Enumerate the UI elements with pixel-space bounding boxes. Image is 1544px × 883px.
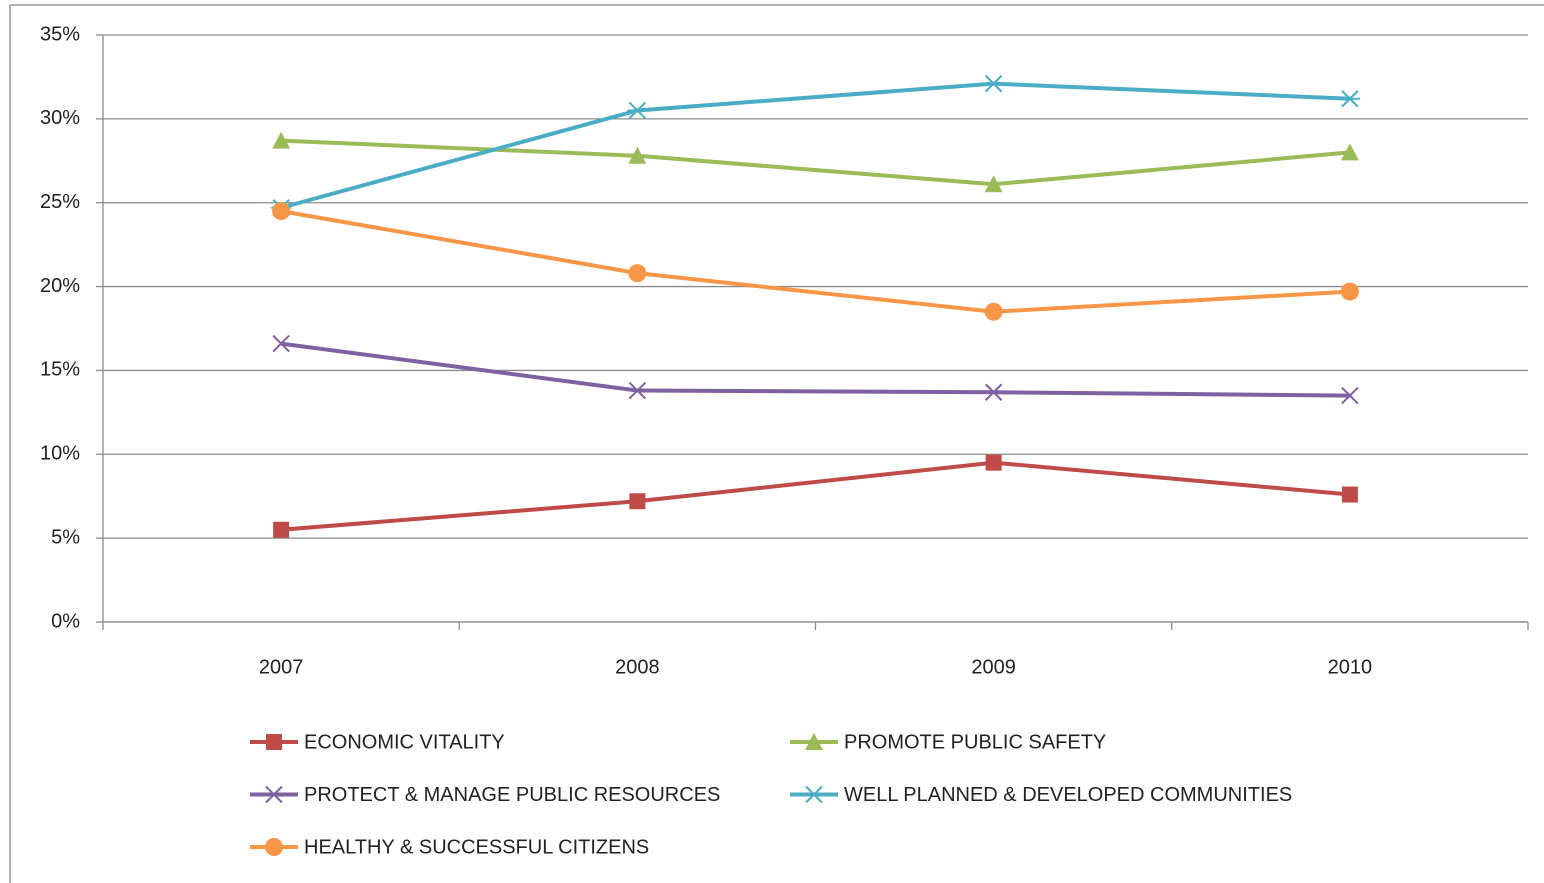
- y-tick-label: 5%: [51, 526, 80, 548]
- data-point: [629, 493, 646, 510]
- data-point: [984, 302, 1003, 321]
- legend-marker: [804, 785, 824, 804]
- data-point: [1341, 386, 1359, 405]
- data-point: [272, 131, 291, 149]
- data-point: [985, 454, 1002, 471]
- y-tick-label: 10%: [40, 443, 80, 465]
- y-tick-label: 35%: [40, 23, 80, 45]
- data-point: [984, 383, 1003, 401]
- series-line: [280, 209, 1350, 314]
- data-point: [272, 202, 291, 221]
- data-point: [1339, 90, 1360, 108]
- data-point: [1340, 282, 1359, 301]
- data-point: [628, 381, 647, 400]
- series-line: [280, 81, 1350, 210]
- data-point: [1340, 143, 1359, 161]
- data-point: [984, 175, 1003, 193]
- data-point: [272, 334, 290, 353]
- series-line: [281, 138, 1351, 187]
- x-tick-label: 2008: [615, 656, 660, 678]
- legend-label: PROMOTE PUBLIC SAFETY: [844, 731, 1106, 753]
- x-tick-label: 2007: [259, 656, 304, 678]
- y-tick-label: 15%: [40, 359, 80, 381]
- legend-marker: [265, 838, 283, 856]
- legend-marker: [266, 734, 282, 750]
- x-tick-label: 2010: [1328, 656, 1373, 678]
- data-point: [628, 146, 647, 164]
- data-point: [273, 521, 290, 538]
- y-tick-label: 0%: [51, 610, 80, 632]
- y-tick-label: 20%: [40, 275, 80, 297]
- legend-label: ECONOMIC VITALITY: [304, 731, 505, 753]
- y-tick-label: 25%: [40, 191, 80, 213]
- series-line: [280, 460, 1351, 532]
- data-point: [983, 74, 1004, 93]
- data-point: [627, 101, 648, 120]
- legend-label: HEALTHY & SUCCESSFUL CITIZENS: [304, 836, 649, 858]
- legend-marker: [805, 733, 823, 750]
- legend-label: PROTECT & MANAGE PUBLIC RESOURCES: [304, 784, 720, 806]
- series-line: [280, 341, 1350, 398]
- data-point: [628, 264, 647, 283]
- y-tick-label: 30%: [40, 107, 80, 129]
- data-point: [1341, 486, 1358, 503]
- x-tick-label: 2009: [971, 656, 1016, 678]
- legend-label: WELL PLANNED & DEVELOPED COMMUNITIES: [844, 784, 1292, 806]
- legend-marker: [265, 785, 283, 804]
